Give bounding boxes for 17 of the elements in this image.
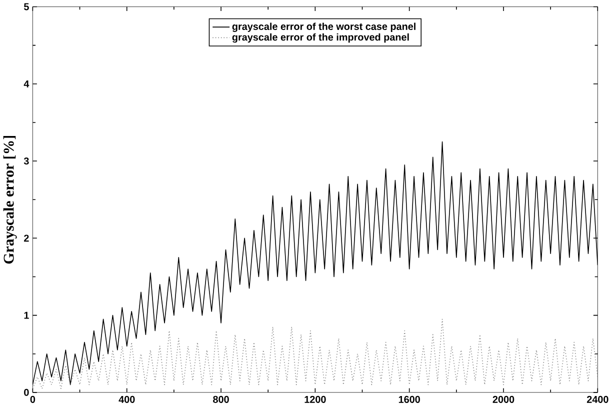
legend-label: grayscale error of the improved panel bbox=[232, 33, 409, 43]
y-tick-label: 2 bbox=[24, 234, 29, 242]
x-tick-label: 2000 bbox=[492, 396, 514, 403]
x-tick-label: 2400 bbox=[586, 396, 608, 403]
x-tick-label: 1600 bbox=[398, 396, 420, 403]
legend-label: grayscale error of the worst case panel bbox=[232, 22, 416, 32]
y-axis-title: Grayscale error [%] bbox=[3, 136, 17, 264]
y-tick-label: 3 bbox=[24, 157, 29, 164]
y-tick-label: 5 bbox=[24, 3, 29, 10]
x-tick-label: 0 bbox=[30, 396, 36, 403]
y-tick-label: 1 bbox=[24, 312, 29, 319]
y-tick-label: 4 bbox=[24, 80, 30, 88]
y-tick-label: 0 bbox=[24, 388, 29, 396]
x-tick-label: 800 bbox=[213, 396, 229, 403]
x-tick-label: 1200 bbox=[304, 396, 326, 403]
line-series bbox=[32, 318, 598, 389]
x-tick-label: 400 bbox=[118, 396, 135, 403]
